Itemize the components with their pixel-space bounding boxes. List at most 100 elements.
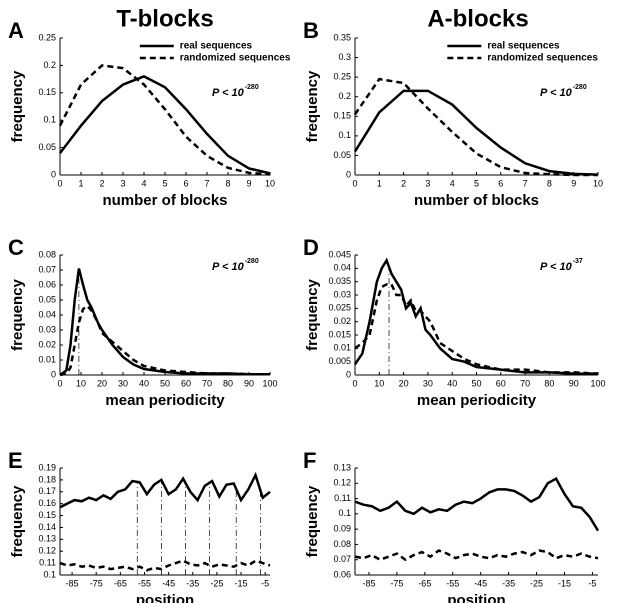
y-tick-label: 0 [346, 169, 351, 179]
x-tick-label: 3 [120, 178, 125, 188]
annotation: P < 10 [212, 261, 245, 273]
y-tick-label: 0.1 [338, 508, 351, 518]
x-tick-label: 2 [401, 178, 406, 188]
x-tick-label: 3 [425, 178, 430, 188]
panel-letter: C [8, 235, 24, 260]
y-tick-label: 0.15 [333, 111, 351, 121]
y-tick-label: 0.16 [38, 498, 56, 508]
y-tick-label: 0.06 [333, 569, 351, 579]
y-axis-label: frequency [9, 279, 26, 351]
x-tick-label: -5 [261, 578, 269, 588]
legend-label: randomized sequences [487, 53, 598, 64]
x-tick-label: -75 [90, 578, 103, 588]
series-line [354, 283, 599, 375]
x-tick-label: 30 [118, 378, 128, 388]
x-tick-label: 0 [57, 178, 62, 188]
y-tick-label: 0 [51, 169, 56, 179]
x-tick-label: 80 [544, 378, 554, 388]
x-tick-label: -45 [474, 578, 487, 588]
y-tick-label: 0.08 [38, 249, 56, 259]
y-tick-label: 0.03 [38, 324, 56, 334]
y-tick-label: 0.12 [333, 478, 351, 488]
series-line [353, 89, 599, 176]
y-tick-label: 0.25 [38, 32, 56, 42]
y-tick-label: 0.35 [333, 32, 351, 42]
annotation: P < 10 [540, 261, 573, 273]
y-tick-label: 0.07 [333, 554, 351, 564]
y-tick-label: 0.05 [38, 294, 56, 304]
y-tick-label: 0.01 [38, 354, 56, 364]
x-tick-label: 4 [141, 178, 146, 188]
y-tick-label: 0.04 [38, 309, 56, 319]
y-axis-label: frequency [304, 485, 321, 557]
y-tick-label: 0.2 [43, 60, 56, 70]
x-tick-label: 0 [352, 178, 357, 188]
annotation-exponent: -280 [245, 84, 259, 91]
y-tick-label: 0.17 [38, 486, 56, 496]
y-tick-label: 0.08 [333, 539, 351, 549]
x-tick-label: 6 [498, 178, 503, 188]
y-tick-label: 0.02 [333, 316, 351, 326]
x-axis-label: number of blocks [102, 192, 227, 209]
y-tick-label: 0.06 [38, 279, 56, 289]
annotation-exponent: -37 [573, 258, 583, 265]
y-tick-label: 0.19 [38, 462, 56, 472]
x-tick-label: -75 [390, 578, 403, 588]
y-tick-label: 0.05 [333, 150, 351, 160]
x-tick-label: 5 [162, 178, 167, 188]
y-tick-label: 0 [346, 369, 351, 379]
x-tick-label: -85 [66, 578, 79, 588]
x-tick-label: 60 [181, 378, 191, 388]
y-tick-label: 0.15 [38, 87, 56, 97]
x-tick-label: 40 [139, 378, 149, 388]
x-tick-label: 90 [569, 378, 579, 388]
x-tick-label: 50 [471, 378, 481, 388]
y-tick-label: 0.14 [38, 522, 56, 532]
y-tick-label: 0.2 [338, 91, 351, 101]
x-tick-label: -15 [558, 578, 571, 588]
x-tick-label: 10 [76, 378, 86, 388]
y-tick-label: 0.01 [333, 343, 351, 353]
series-line [353, 77, 598, 177]
y-axis-label: frequency [9, 485, 26, 557]
x-tick-label: 90 [244, 378, 254, 388]
y-tick-label: 0.1 [43, 115, 56, 125]
series-line [59, 471, 271, 509]
y-tick-label: 0.13 [38, 534, 56, 544]
annotation: P < 10 [212, 87, 245, 99]
x-tick-label: 5 [474, 178, 479, 188]
y-tick-label: 0.1 [338, 130, 351, 140]
y-tick-label: 0.13 [333, 462, 351, 472]
x-tick-label: 0 [352, 378, 357, 388]
x-tick-label: -45 [162, 578, 175, 588]
annotation-exponent: -280 [573, 84, 587, 91]
x-tick-label: 7 [204, 178, 209, 188]
x-tick-label: -35 [502, 578, 515, 588]
x-tick-label: 6 [183, 178, 188, 188]
y-tick-label: 0.09 [333, 524, 351, 534]
x-tick-label: 9 [571, 178, 576, 188]
panel-letter: D [303, 235, 319, 260]
series-line [59, 559, 271, 572]
x-axis-label: position [136, 592, 194, 603]
series-line [59, 74, 271, 175]
panel-letter: E [8, 448, 23, 473]
x-tick-label: -65 [418, 578, 431, 588]
annotation: P < 10 [540, 87, 573, 99]
legend-label: randomized sequences [180, 53, 291, 64]
y-tick-label: 0.15 [38, 510, 56, 520]
column-title: T-blocks [116, 5, 213, 32]
series-line [59, 268, 270, 377]
series-line [353, 257, 598, 375]
x-tick-label: -25 [210, 578, 223, 588]
x-tick-label: -35 [186, 578, 199, 588]
x-axis-label: number of blocks [414, 192, 539, 209]
legend-label: real sequences [487, 41, 560, 52]
column-title: A-blocks [427, 5, 528, 32]
x-tick-label: 10 [374, 378, 384, 388]
x-tick-label: 80 [223, 378, 233, 388]
x-tick-label: 10 [265, 178, 275, 188]
x-axis-label: mean periodicity [105, 392, 225, 409]
y-axis-label: frequency [9, 70, 26, 142]
